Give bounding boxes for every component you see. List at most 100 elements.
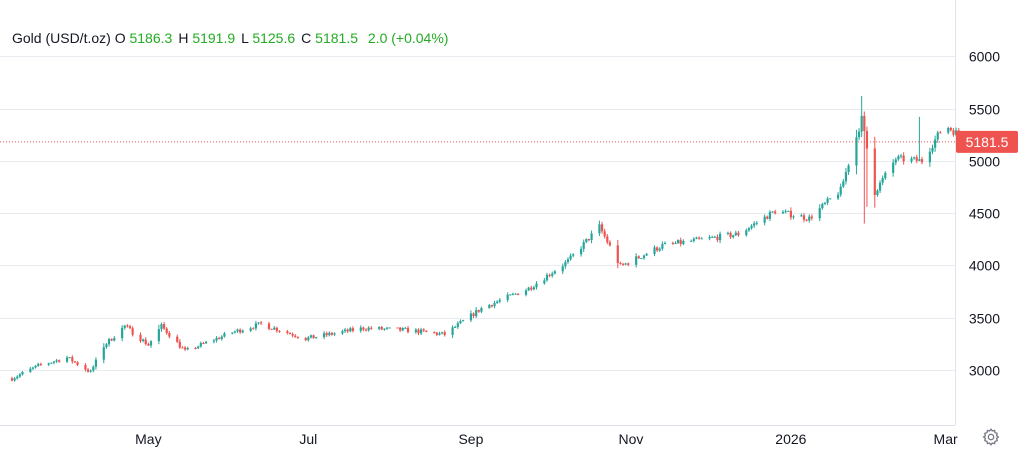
- candle: [10, 376, 14, 382]
- candle: [490, 304, 494, 308]
- candle: [548, 273, 551, 278]
- candle-body: [585, 239, 588, 243]
- candle-body: [183, 347, 187, 350]
- candle-body: [406, 327, 410, 333]
- candle: [438, 331, 441, 336]
- candle-body: [215, 337, 218, 341]
- candle-body: [378, 327, 381, 329]
- candle-body: [682, 240, 685, 244]
- candle: [181, 346, 184, 349]
- candle-body: [915, 157, 918, 161]
- candle: [635, 253, 638, 268]
- candle: [16, 375, 19, 380]
- candle: [884, 171, 887, 180]
- candle-body: [892, 162, 895, 173]
- candle-body: [716, 236, 719, 241]
- y-tick-label: 6000: [969, 49, 1000, 65]
- candle-body: [530, 287, 533, 290]
- candle: [561, 263, 564, 275]
- candle-body: [532, 287, 535, 290]
- candle-body: [370, 327, 373, 329]
- candle-body: [863, 115, 866, 131]
- candle-body: [55, 360, 58, 362]
- candle-body: [39, 363, 42, 365]
- candle-body: [624, 263, 627, 265]
- candle-body: [333, 333, 336, 335]
- candle: [126, 324, 129, 328]
- candle-body: [884, 172, 887, 179]
- candle-body: [278, 330, 281, 332]
- candle-body: [459, 321, 462, 324]
- candle-body: [139, 334, 142, 342]
- candle-body: [469, 313, 473, 321]
- candle: [364, 328, 368, 332]
- x-tick-label: 2026: [775, 431, 806, 447]
- candle-body: [766, 216, 769, 219]
- candle-body: [456, 323, 459, 327]
- candle: [84, 363, 87, 372]
- candle: [249, 326, 252, 332]
- candle: [747, 226, 751, 232]
- candle: [679, 237, 682, 247]
- candle: [579, 246, 583, 257]
- candle-body: [920, 159, 924, 163]
- candle: [566, 257, 570, 264]
- candle: [587, 238, 591, 242]
- last-price-tag: 5181.5: [956, 130, 1018, 153]
- candle: [278, 330, 281, 333]
- candle-body: [163, 324, 166, 329]
- candle-body: [50, 362, 53, 364]
- candle: [637, 255, 640, 259]
- candle-body: [737, 232, 740, 236]
- candle: [949, 126, 952, 132]
- candle: [163, 321, 166, 331]
- y-tick-label: 3000: [969, 363, 1000, 379]
- candle: [695, 236, 698, 240]
- candle-body: [89, 370, 92, 372]
- candle-body: [142, 339, 145, 342]
- candle-body: [543, 280, 546, 284]
- candle-body: [823, 202, 827, 204]
- candle: [440, 331, 444, 335]
- candle-body: [692, 238, 695, 241]
- candle: [737, 230, 740, 237]
- candle: [658, 247, 661, 252]
- close-value: 5181.5: [315, 30, 358, 46]
- candle-body: [443, 332, 446, 335]
- candle: [708, 235, 711, 241]
- candle: [252, 327, 255, 330]
- candle: [517, 293, 520, 296]
- candle: [603, 228, 606, 239]
- candle-body: [212, 340, 216, 342]
- candle-body: [218, 337, 221, 340]
- candle-body: [94, 359, 98, 367]
- candle-body: [506, 294, 509, 300]
- candle: [39, 362, 42, 367]
- candle: [197, 345, 200, 350]
- y-tick-label: 4500: [969, 206, 1000, 222]
- candle-body: [745, 230, 748, 236]
- candle: [55, 358, 58, 364]
- candle: [947, 126, 950, 135]
- candle: [52, 360, 56, 365]
- candle: [312, 334, 315, 339]
- candle-body: [197, 346, 200, 349]
- change-value: 2.0 (+0.04%): [367, 30, 449, 46]
- candle-body: [535, 283, 538, 288]
- gear-icon[interactable]: [981, 427, 1001, 447]
- candle: [401, 327, 404, 332]
- candle-body: [600, 224, 604, 232]
- candle-body: [21, 371, 24, 375]
- candle: [333, 332, 336, 336]
- candle-body: [383, 328, 386, 330]
- candle-body: [86, 369, 90, 372]
- x-tick-label: Jul: [299, 431, 317, 447]
- candle: [351, 326, 355, 333]
- candle: [653, 245, 656, 257]
- candle-body: [637, 256, 640, 259]
- candle: [511, 292, 514, 296]
- candle: [823, 201, 827, 206]
- candle: [642, 254, 646, 260]
- candle-body: [322, 333, 326, 338]
